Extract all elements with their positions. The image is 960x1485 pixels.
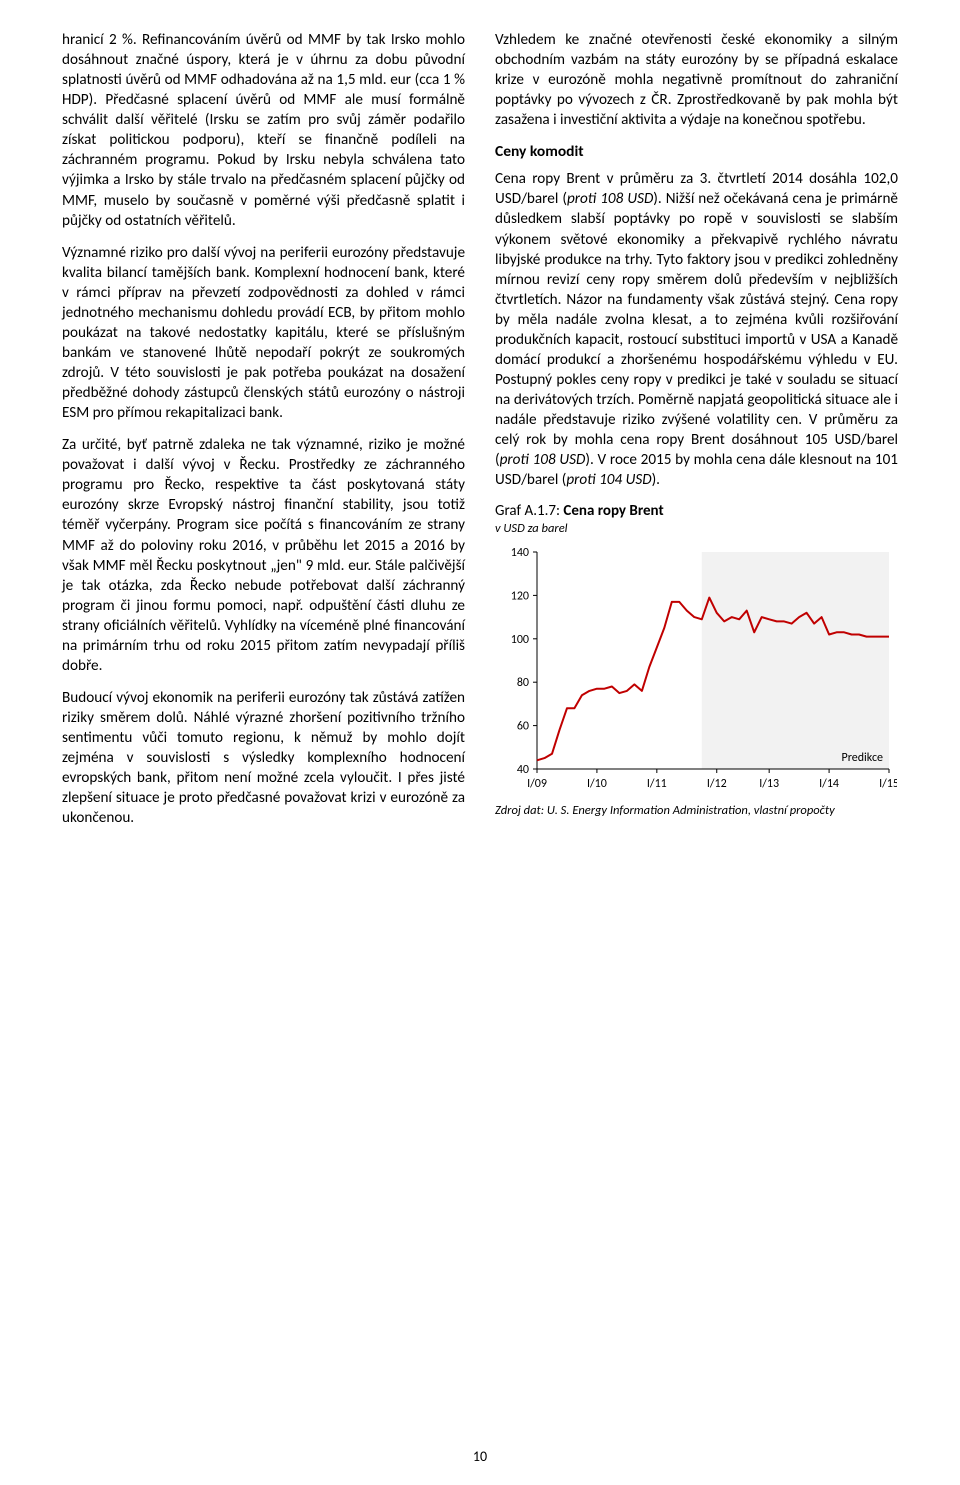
body-paragraph: Vzhledem ke značné otevřenosti české eko… bbox=[495, 30, 898, 130]
chart-title: Graf A.1.7: Cena ropy Brent bbox=[495, 502, 898, 520]
svg-text:I/12: I/12 bbox=[707, 777, 727, 791]
chart-subtitle: v USD za barel bbox=[495, 521, 898, 536]
two-column-layout: hranicí 2 %. Refinancováním úvěrů od MMF… bbox=[62, 30, 898, 840]
svg-text:120: 120 bbox=[511, 590, 529, 604]
svg-text:100: 100 bbox=[511, 633, 529, 647]
section-heading-ceny-komodit: Ceny komodit bbox=[495, 142, 898, 161]
line-chart-brent: 40 60 80 100 120 140 I/09 I/10 I/11 I/12 I/13 I/14 I… bbox=[495, 542, 897, 797]
svg-text:I/15: I/15 bbox=[879, 777, 897, 791]
svg-text:80: 80 bbox=[517, 677, 529, 691]
left-column: hranicí 2 %. Refinancováním úvěrů od MMF… bbox=[62, 30, 465, 840]
svg-text:I/09: I/09 bbox=[527, 777, 547, 791]
svg-text:I/10: I/10 bbox=[587, 777, 607, 791]
body-paragraph: Za určité, byť patrně zdaleka ne tak výz… bbox=[62, 435, 465, 676]
chart-block-brent: Graf A.1.7: Cena ropy Brent v USD za bar… bbox=[495, 502, 898, 818]
body-paragraph: Budoucí vývoj ekonomik na periferii euro… bbox=[62, 688, 465, 828]
svg-text:40: 40 bbox=[517, 763, 529, 777]
svg-text:Predikce: Predikce bbox=[842, 751, 884, 765]
svg-text:140: 140 bbox=[511, 546, 529, 560]
svg-text:I/13: I/13 bbox=[759, 777, 779, 791]
svg-text:I/14: I/14 bbox=[819, 777, 839, 791]
text-italic: proti 104 USD bbox=[566, 471, 651, 489]
svg-text:60: 60 bbox=[517, 720, 529, 734]
chart-title-prefix: Graf A.1.7: bbox=[495, 502, 563, 520]
text-italic: proti 108 USD bbox=[500, 451, 586, 469]
body-paragraph: hranicí 2 %. Refinancováním úvěrů od MMF… bbox=[62, 30, 465, 231]
text-run: ). Nižší než očekávaná cena je primárně … bbox=[495, 190, 898, 469]
chart-source: Zdroj dat: U. S. Energy Information Admi… bbox=[495, 803, 898, 818]
body-paragraph: Cena ropy Brent v průměru za 3. čtvrtlet… bbox=[495, 169, 898, 490]
body-paragraph: Významné riziko pro další vývoj na perif… bbox=[62, 243, 465, 424]
text-run: ). bbox=[652, 471, 660, 489]
page: hranicí 2 %. Refinancováním úvěrů od MMF… bbox=[0, 0, 960, 1485]
right-column: Vzhledem ke značné otevřenosti české eko… bbox=[495, 30, 898, 840]
text-italic: proti 108 USD bbox=[567, 190, 653, 208]
chart-title-bold: Cena ropy Brent bbox=[563, 502, 663, 520]
svg-text:I/11: I/11 bbox=[647, 777, 667, 791]
page-number: 10 bbox=[0, 1448, 960, 1465]
